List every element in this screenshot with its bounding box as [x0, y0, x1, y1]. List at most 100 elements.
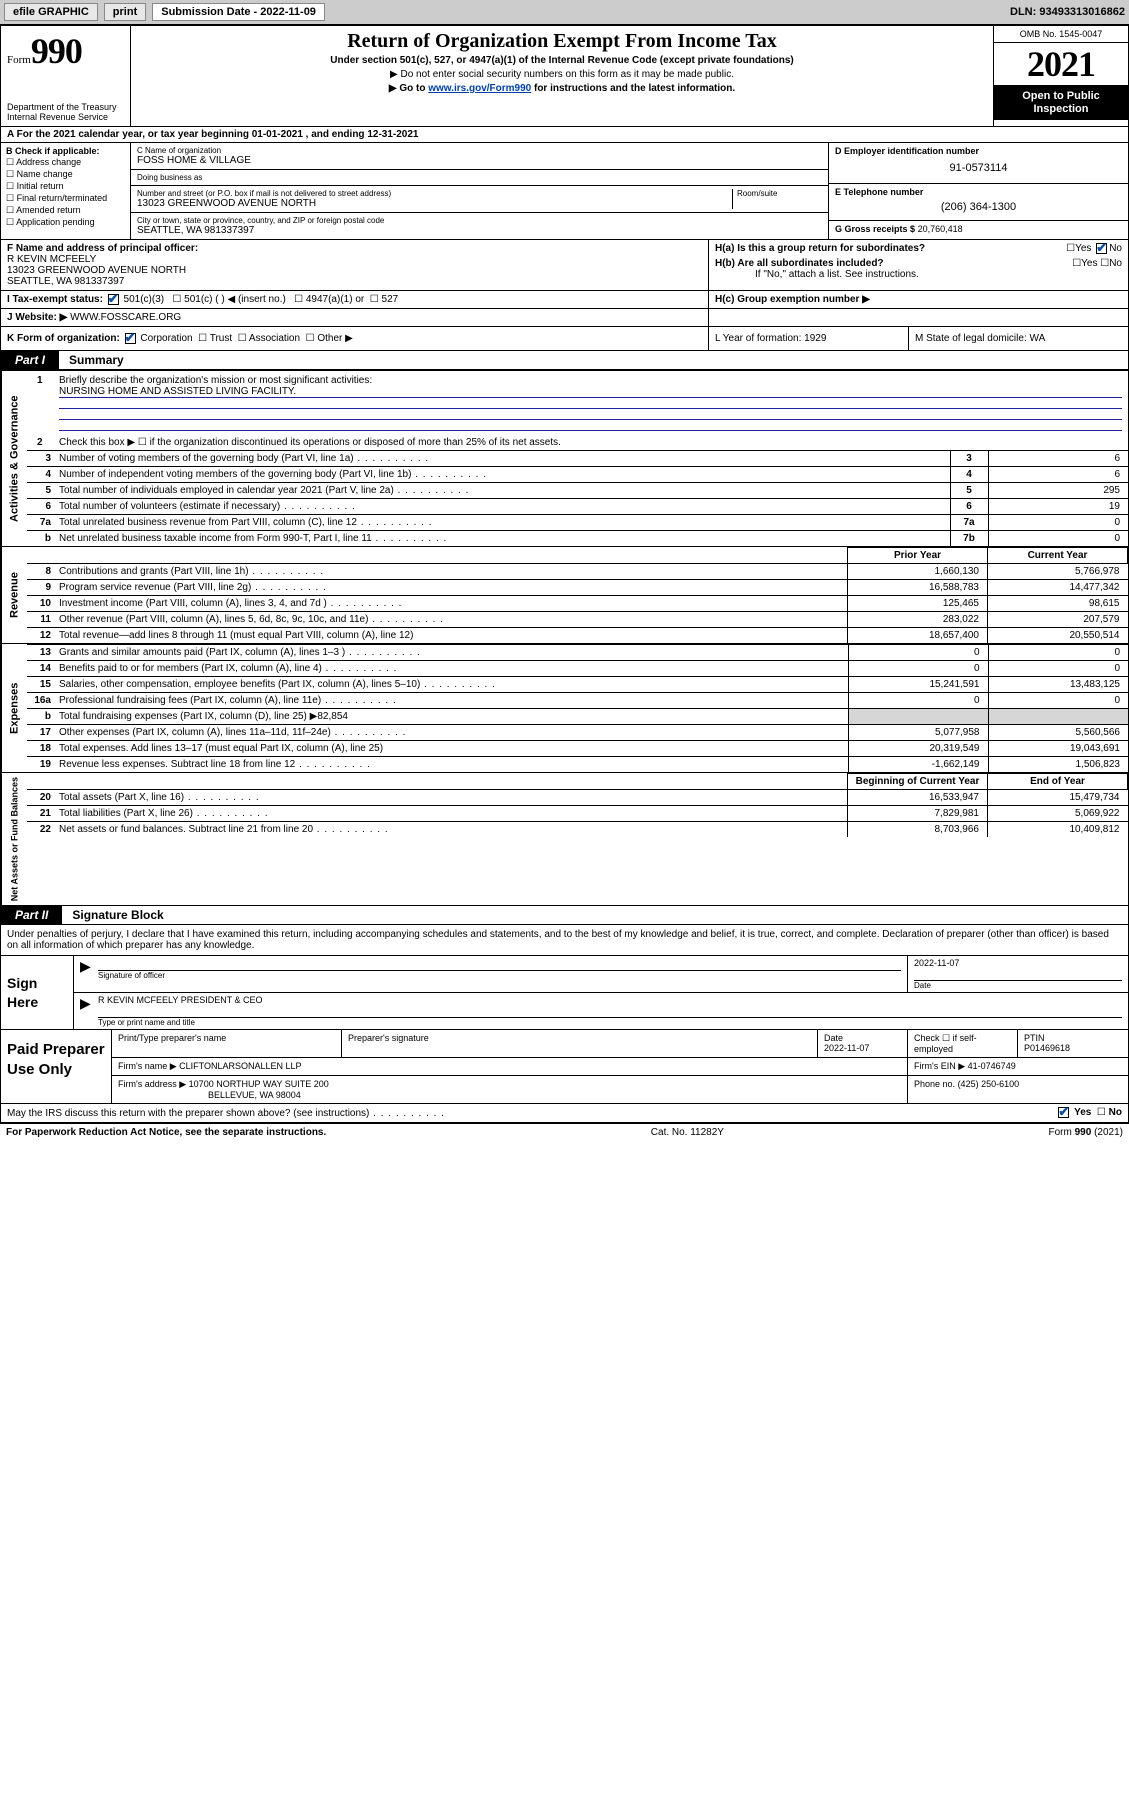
row-k-l-m: K Form of organization: Corporation ☐ Tr…: [1, 326, 1128, 351]
cell-tel: E Telephone number (206) 364-1300: [829, 184, 1128, 221]
chk-amended[interactable]: ☐ Amended return: [6, 205, 125, 216]
part2-tab: Part II: [1, 906, 62, 924]
chk-name[interactable]: ☐ Name change: [6, 169, 125, 180]
sig-name: R KEVIN MCFEELY PRESIDENT & CEO: [98, 995, 1122, 1005]
prep-h1: Print/Type preparer's name: [112, 1030, 342, 1057]
prep-h5: PTIN: [1024, 1033, 1045, 1043]
prep-firm-cell: Firm's name ▶ CLIFTONLARSONALLEN LLP: [112, 1058, 908, 1075]
ep19: -1,662,149: [848, 757, 988, 773]
hc-label: H(c) Group exemption number ▶: [715, 294, 870, 305]
nan22: 22: [27, 822, 55, 838]
v4: 6: [988, 467, 1128, 483]
gov-row-7a: 7aTotal unrelated business revenue from …: [27, 515, 1128, 531]
row-a-tax-year: A For the 2021 calendar year, or tax yea…: [1, 127, 1128, 143]
sig-name-cell: R KEVIN MCFEELY PRESIDENT & CEO Type or …: [92, 993, 1128, 1029]
gross-label: G Gross receipts $: [835, 224, 915, 234]
prep-date-cell: Date 2022-11-07: [818, 1030, 908, 1057]
chk-discuss-yes[interactable]: [1058, 1107, 1069, 1118]
blank-line-3: [59, 420, 1122, 431]
chk-initial[interactable]: ☐ Initial return: [6, 181, 125, 192]
el19: Revenue less expenses. Subtract line 18 …: [55, 757, 848, 773]
note-link: ▶ Go to www.irs.gov/Form990 for instruct…: [137, 83, 987, 94]
section-net-assets: Net Assets or Fund Balances Beginning of…: [1, 772, 1128, 905]
part1-tab: Part I: [1, 351, 59, 369]
block-b-c-d: B Check if applicable: ☐ Address change …: [1, 143, 1128, 240]
na-row-22: 22Net assets or fund balances. Subtract …: [27, 822, 1128, 838]
b5: 5: [950, 483, 988, 499]
ep16b: [848, 709, 988, 725]
ha-label: H(a) Is this a group return for subordin…: [715, 243, 925, 254]
submission-date: Submission Date - 2022-11-09: [152, 3, 325, 21]
ec19: 1,506,823: [988, 757, 1128, 773]
open-public: Open to Public Inspection: [994, 86, 1128, 120]
gov-row-7b: bNet unrelated business taxable income f…: [27, 531, 1128, 547]
l4: Number of independent voting members of …: [55, 467, 950, 483]
ec16b: [988, 709, 1128, 725]
irs-link[interactable]: www.irs.gov/Form990: [428, 83, 531, 94]
city-value: SEATTLE, WA 981337397: [137, 225, 822, 236]
print-button[interactable]: print: [104, 3, 146, 21]
nac20: 15,479,734: [988, 790, 1128, 806]
opt-501c: 501(c) ( ) ◀ (insert no.): [184, 294, 286, 305]
el17: Other expenses (Part IX, column (A), lin…: [55, 725, 848, 741]
na-table: Beginning of Current YearEnd of Year 20T…: [27, 773, 1128, 837]
en16a: 16a: [27, 693, 55, 709]
b7b: 7b: [950, 531, 988, 547]
opt-527: 527: [382, 294, 399, 305]
ep15: 15,241,591: [848, 677, 988, 693]
no-label: No: [1109, 1108, 1122, 1119]
sig-date-label: Date: [914, 980, 1122, 990]
hdr-current: Current Year: [988, 548, 1128, 564]
chk-final[interactable]: ☐ Final return/terminated: [6, 193, 125, 204]
exp-row-15: 15Salaries, other compensation, employee…: [27, 677, 1128, 693]
pra-notice: For Paperwork Reduction Act Notice, see …: [6, 1127, 326, 1138]
el16a: Professional fundraising fees (Part IX, …: [55, 693, 848, 709]
rev-row-11: 11Other revenue (Part VIII, column (A), …: [27, 612, 1128, 628]
note2-post: for instructions and the latest informat…: [531, 83, 735, 94]
ha-no-chk[interactable]: [1096, 243, 1107, 254]
row-j-left: J Website: ▶ WWW.FOSSCARE.ORG: [1, 309, 708, 326]
page-footer: For Paperwork Reduction Act Notice, see …: [0, 1124, 1129, 1141]
room-label: Room/suite: [737, 189, 822, 198]
chk-501c3[interactable]: [108, 294, 119, 305]
prep-phone: (425) 250-6100: [958, 1079, 1020, 1089]
prep-h3: Date: [824, 1033, 843, 1043]
prep-side-label: Paid Preparer Use Only: [1, 1030, 111, 1103]
prep-ptin: P01469618: [1024, 1043, 1070, 1053]
gov-row-3: 3Number of voting members of the governi…: [27, 451, 1128, 467]
na-row-21: 21Total liabilities (Part X, line 26)7,8…: [27, 806, 1128, 822]
en13: 13: [27, 645, 55, 661]
exp-table: 13Grants and similar amounts paid (Part …: [27, 644, 1128, 772]
form-header: Form990 Department of the Treasury Inter…: [1, 26, 1128, 127]
efile-button[interactable]: efile GRAPHIC: [4, 3, 98, 21]
col-b-label: B Check if applicable:: [6, 146, 125, 156]
en19: 19: [27, 757, 55, 773]
chk-app-pending[interactable]: ☐ Application pending: [6, 217, 125, 228]
dba-label: Doing business as: [137, 173, 822, 182]
header-left: Form990 Department of the Treasury Inter…: [1, 26, 131, 126]
l6: Total number of volunteers (estimate if …: [55, 499, 950, 515]
na-row-20: 20Total assets (Part X, line 16)16,533,9…: [27, 790, 1128, 806]
rev-row-9: 9Program service revenue (Part VIII, lin…: [27, 580, 1128, 596]
line-1: 1 Briefly describe the organization's mi…: [27, 371, 1128, 433]
k-other: Other ▶: [317, 333, 352, 344]
dln: DLN: 93493313016862: [1010, 6, 1125, 18]
el18: Total expenses. Add lines 13–17 (must eq…: [55, 741, 848, 757]
cell-address: Number and street (or P.O. box if mail i…: [131, 186, 828, 213]
rev-row-10: 10Investment income (Part VIII, column (…: [27, 596, 1128, 612]
chk-corp[interactable]: [125, 333, 136, 344]
el13: Grants and similar amounts paid (Part IX…: [55, 645, 848, 661]
rp12: 18,657,400: [848, 628, 988, 644]
rp9: 16,588,783: [848, 580, 988, 596]
irs-label: Internal Revenue Service: [7, 112, 124, 122]
chk-address[interactable]: ☐ Address change: [6, 157, 125, 168]
rc11: 207,579: [988, 612, 1128, 628]
tel-label: E Telephone number: [835, 187, 1122, 197]
k-trust: Trust: [210, 333, 232, 344]
l3: Number of voting members of the governin…: [55, 451, 950, 467]
gov-table: 3Number of voting members of the governi…: [27, 450, 1128, 546]
exp-row-16a: 16aProfessional fundraising fees (Part I…: [27, 693, 1128, 709]
org-name-label: C Name of organization: [137, 146, 822, 155]
row-k-left: K Form of organization: Corporation ☐ Tr…: [1, 327, 708, 350]
part1-header: Part I Summary: [1, 351, 1128, 370]
